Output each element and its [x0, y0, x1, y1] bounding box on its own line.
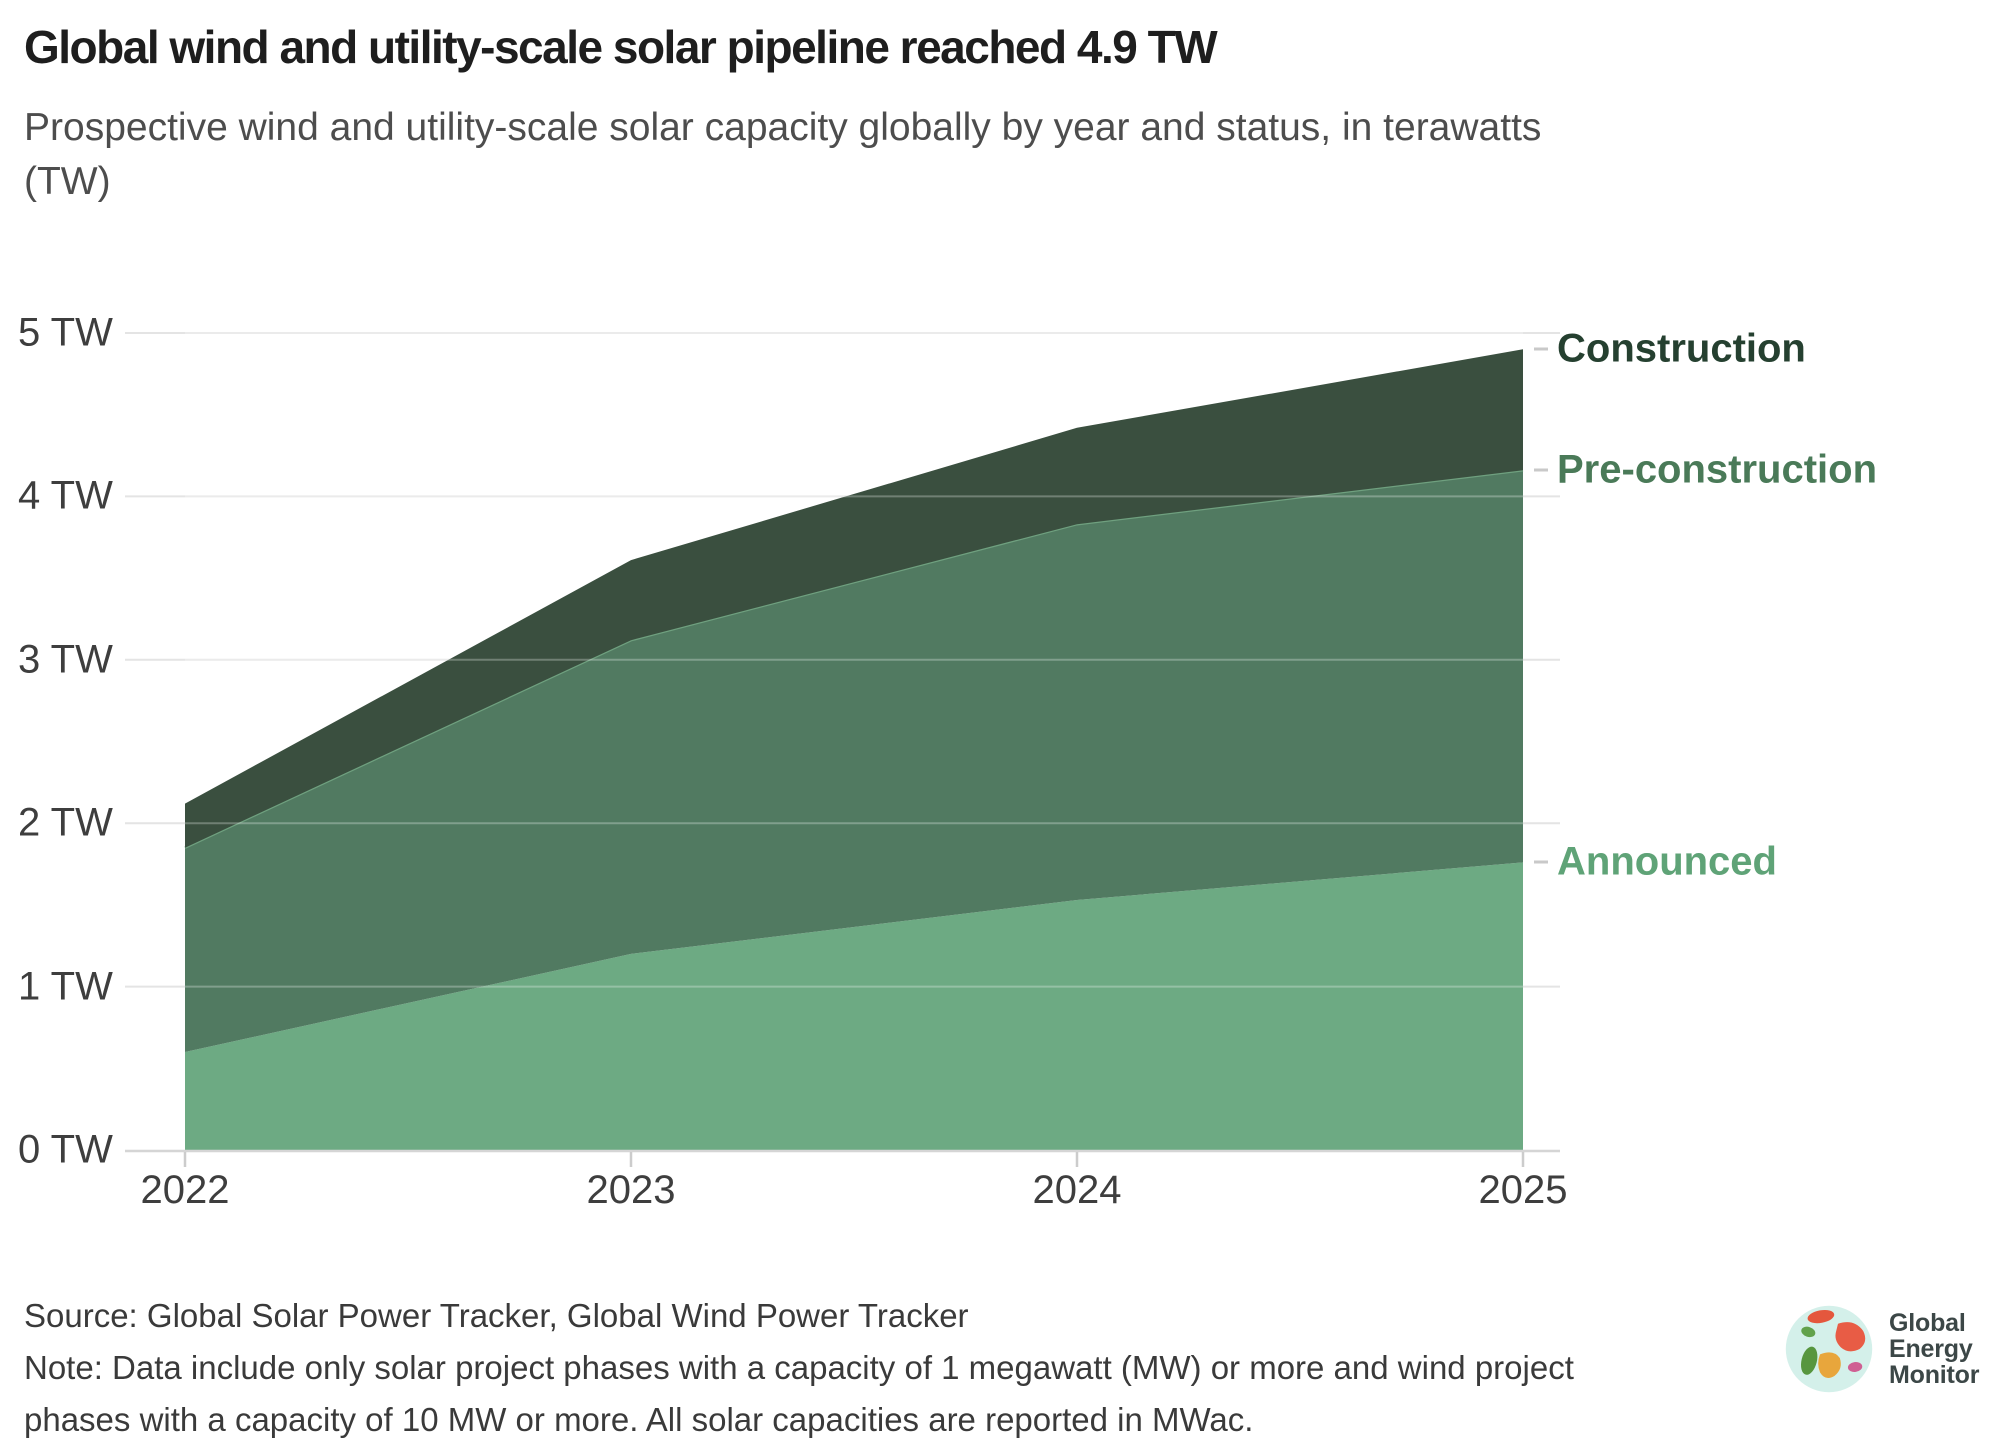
x-axis-tick-label: 2023: [586, 1168, 676, 1212]
logo-word: Energy: [1889, 1335, 1973, 1363]
legend-label: Construction: [1557, 326, 1806, 371]
x-axis-tick-label: 2025: [1478, 1168, 1568, 1212]
chart-subtitle: Prospective wind and utility-scale solar…: [24, 101, 1541, 209]
y-axis-tick-label: 0 TW: [18, 1127, 113, 1172]
legend-tick-dash: [1534, 347, 1548, 351]
x-axis-tick-label: 2024: [1032, 1168, 1122, 1212]
note-line: phases with a capacity of 10 MW or more.…: [24, 1401, 1254, 1438]
logo-wordmark: Global Energy Monitor: [1889, 1310, 1979, 1388]
legend-item-announced: Announced: [1534, 840, 1777, 885]
chart-subtitle-line: (TW): [24, 160, 111, 203]
chart-title: Global wind and utility-scale solar pipe…: [24, 21, 1218, 73]
gem-logo: Global Energy Monitor: [1784, 1304, 1979, 1394]
y-axis-tick-label: 3 TW: [18, 637, 113, 682]
logo-word: Monitor: [1889, 1361, 1980, 1389]
y-axis-tick-label: 5 TW: [18, 310, 113, 355]
note-line: Note: Data include only solar project ph…: [24, 1349, 1574, 1386]
x-axis-tick-label: 2022: [140, 1168, 230, 1212]
source-line: Source: Global Solar Power Tracker, Glob…: [24, 1297, 969, 1334]
area-construction: [185, 349, 1523, 848]
chart-subtitle-line: Prospective wind and utility-scale solar…: [24, 106, 1542, 149]
legend-tick-dash: [1534, 860, 1548, 864]
globe-icon: [1785, 1305, 1873, 1393]
legend-item-pre-construction: Pre-construction: [1534, 448, 1877, 493]
y-axis-tick-label: 1 TW: [18, 964, 113, 1009]
legend-label: Announced: [1557, 839, 1777, 884]
legend-label: Pre-construction: [1557, 447, 1878, 492]
legend-item-construction: Construction: [1534, 327, 1806, 372]
area-announced: [185, 862, 1523, 1150]
footer-notes: Source: Global Solar Power Tracker, Glob…: [24, 1290, 1574, 1446]
logo-word: Global: [1889, 1309, 1966, 1337]
y-axis-tick-label: 4 TW: [18, 473, 113, 518]
y-axis-tick-label: 2 TW: [18, 800, 113, 845]
area-pre-construction: [185, 470, 1523, 1052]
legend-tick-dash: [1534, 468, 1548, 472]
